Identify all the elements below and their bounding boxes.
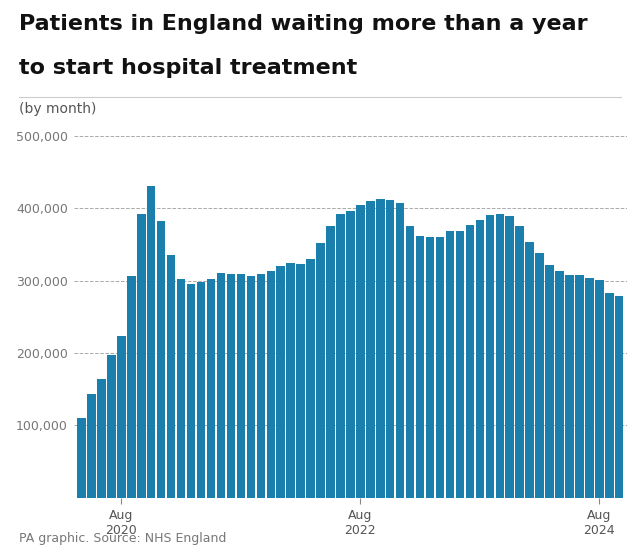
Bar (217, 273, 225, 498)
Bar (575, 275, 584, 498)
Bar (117, 336, 125, 498)
Bar (177, 279, 186, 498)
Bar (396, 204, 404, 498)
Bar (585, 278, 593, 498)
Bar (326, 226, 335, 498)
Bar (416, 236, 424, 498)
Bar (97, 379, 106, 498)
Bar (525, 242, 534, 498)
Bar (445, 231, 454, 498)
Bar (376, 199, 385, 498)
Bar (246, 276, 255, 498)
Bar (506, 216, 514, 498)
Bar (266, 270, 275, 498)
Bar (515, 226, 524, 498)
Bar (336, 214, 345, 498)
Bar (495, 213, 504, 498)
Bar (426, 237, 435, 498)
Bar (456, 231, 464, 498)
Bar (77, 418, 86, 498)
Bar (356, 205, 365, 498)
Bar (486, 215, 494, 498)
Bar (127, 276, 136, 498)
Bar (157, 221, 166, 498)
Bar (137, 213, 145, 498)
Bar (346, 211, 355, 498)
Text: Patients in England waiting more than a year: Patients in England waiting more than a … (19, 14, 588, 34)
Bar (227, 274, 235, 498)
Bar (237, 274, 245, 498)
Bar (556, 272, 564, 498)
Bar (476, 220, 484, 498)
Bar (535, 253, 544, 498)
Bar (307, 259, 315, 498)
Bar (545, 265, 554, 498)
Bar (197, 282, 205, 498)
Text: PA graphic. Source: NHS England: PA graphic. Source: NHS England (19, 531, 227, 545)
Bar (147, 186, 156, 498)
Bar (316, 243, 324, 498)
Bar (366, 201, 374, 498)
Text: to start hospital treatment: to start hospital treatment (19, 58, 358, 78)
Bar (466, 225, 474, 498)
Bar (187, 284, 195, 498)
Text: (by month): (by month) (19, 102, 97, 116)
Bar (595, 280, 604, 498)
Bar (276, 265, 285, 498)
Bar (87, 394, 96, 498)
Bar (386, 201, 394, 498)
Bar (565, 275, 573, 498)
Bar (257, 274, 265, 498)
Bar (287, 263, 295, 498)
Bar (406, 226, 414, 498)
Bar (436, 237, 444, 498)
Bar (605, 293, 614, 498)
Bar (615, 296, 623, 498)
Bar (167, 255, 175, 498)
Bar (108, 354, 116, 498)
Bar (207, 279, 215, 498)
Bar (296, 264, 305, 498)
